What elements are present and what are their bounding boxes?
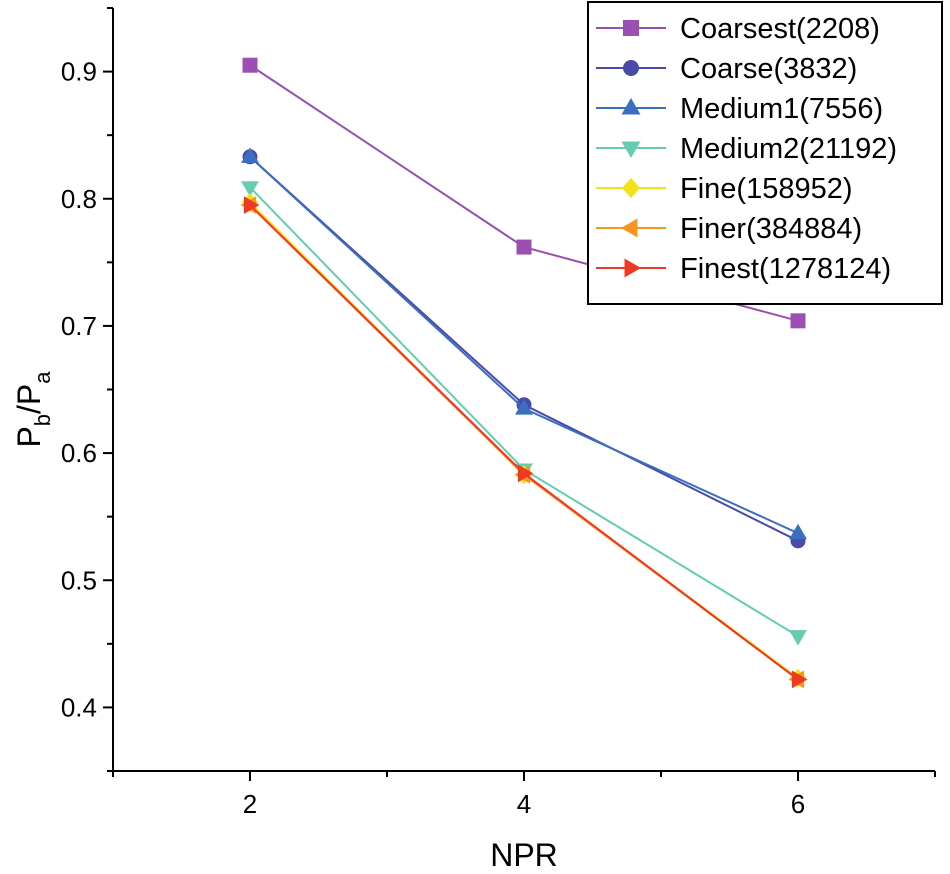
legend-item: Coarsest(2208) (596, 13, 880, 45)
x-tick-label: 2 (243, 789, 257, 819)
legend-item: Medium1(7556) (596, 93, 883, 125)
data-point (791, 670, 808, 689)
data-point (241, 181, 259, 197)
legend-label: Coarse(3832) (680, 53, 857, 85)
legend-label: Fine(158952) (680, 173, 853, 205)
y-tick-label: 0.8 (61, 184, 97, 214)
y-axis-title-sub-a: a (30, 371, 55, 384)
x-tick-label: 4 (517, 789, 531, 819)
legend-marker (624, 258, 642, 278)
y-axis-title: Pb/Pa (11, 371, 55, 448)
axes: 0.4 0.5 0.6 0.7 0.8 0.9 2 4 6 (61, 7, 936, 819)
data-point (789, 630, 807, 646)
x-axis-title: NPR (490, 837, 558, 873)
y-axis-title-sub-b: b (30, 414, 55, 426)
series-6 (243, 196, 808, 689)
y-axis-title-slash: / (11, 405, 47, 414)
data-point (789, 523, 807, 540)
legend-marker (621, 141, 641, 159)
data-point (790, 313, 806, 329)
legend-marker (620, 218, 638, 238)
legend-label: Medium1(7556) (680, 93, 883, 125)
data-point (517, 464, 534, 483)
x-tick-label: 6 (791, 789, 805, 819)
legend-label: Finer(384884) (680, 213, 862, 245)
data-point (241, 147, 259, 163)
legend: Coarsest(2208) Coarse(3832) Medium1(7556) M… (587, 1, 943, 305)
y-tick-label: 0.4 (61, 692, 97, 722)
y-tick-label: 0.5 (61, 565, 97, 595)
y-axis-title-p2: P (11, 384, 47, 405)
legend-label: Finest(1278124) (680, 253, 891, 285)
y-tick-label: 0.7 (61, 311, 97, 341)
legend-item: Finest(1278124) (596, 253, 891, 285)
legend-label: Coarsest(2208) (680, 13, 880, 45)
data-point (515, 399, 533, 415)
data-point (242, 57, 258, 73)
legend-marker (623, 20, 639, 36)
legend-marker (621, 97, 641, 115)
y-axis-title-p1: P (11, 426, 47, 447)
legend-box (587, 1, 943, 305)
y-tick-label: 0.9 (61, 57, 97, 87)
legend-item: Medium2(21192) (596, 133, 897, 165)
data-point (516, 239, 532, 255)
legend-marker (622, 177, 640, 199)
legend-item: Finer(384884) (596, 213, 862, 245)
legend-item: Coarse(3832) (596, 53, 857, 85)
y-tick-label: 0.6 (61, 438, 97, 468)
legend-marker (623, 60, 639, 76)
data-point (243, 196, 260, 215)
legend-label: Medium2(21192) (680, 133, 897, 165)
legend-item: Fine(158952) (596, 173, 853, 205)
series-2 (241, 147, 807, 540)
